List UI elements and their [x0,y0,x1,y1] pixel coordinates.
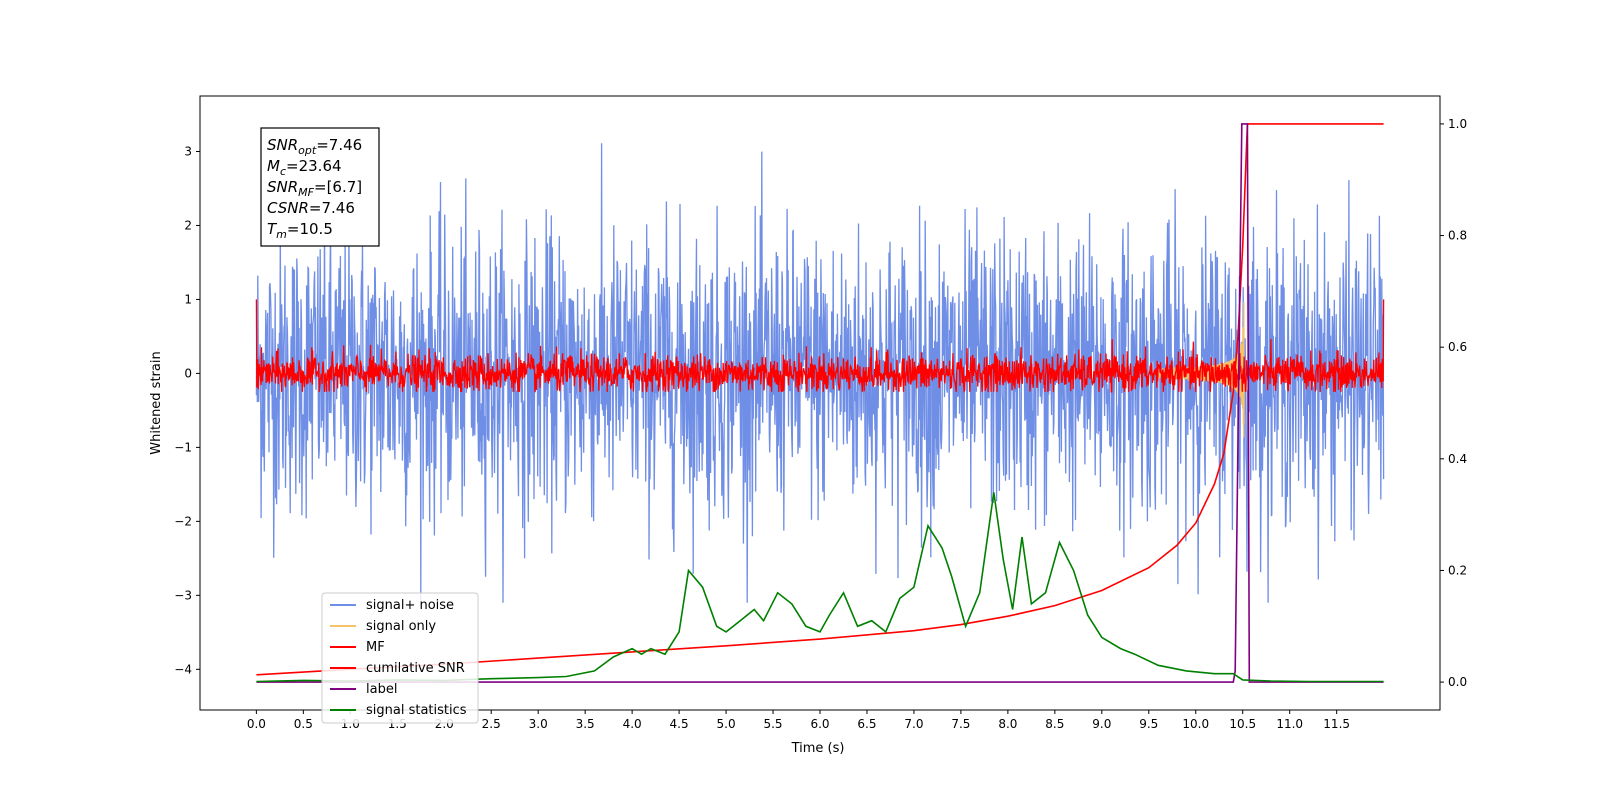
annotation-line: Mc=23.64 [267,157,342,178]
x-tick-label: 9.5 [1139,717,1158,731]
legend-label: signal+ noise [366,598,454,613]
y-tick-label-left: −3 [174,588,192,602]
x-tick-label: 11.0 [1276,717,1303,731]
x-tick-label: 3.0 [529,717,548,731]
x-tick-label: 8.0 [998,717,1017,731]
x-tick-label: 0.5 [294,717,313,731]
y-tick-label-left: 3 [184,144,192,158]
y-tick-label-left: 1 [184,292,192,306]
series-signal-statistics [256,492,1384,683]
axis-ticks: 0.0 0.5 1.0 1.5 2.0 2.5 3.0 3.5 4.0 4.5 5.0 5.5 6.0 6… [174,117,1467,731]
legend-label: cumilative SNR [366,661,465,676]
legend-frame [321,592,479,724]
annotation-line: CSNR=7.46 [267,199,355,217]
annotation-line: SNRMF=[6.7] [267,178,362,199]
x-tick-label: 4.0 [623,717,642,731]
y-tick-label-right: 1.0 [1448,117,1467,131]
y-axis-label: Whitened strain [149,351,164,454]
annotation-frame [260,127,380,247]
annotation-line: Tm=10.5 [267,220,333,241]
x-tick-label: 7.5 [951,717,970,731]
series-label [256,123,1384,683]
x-tick-label: 5.5 [763,717,782,731]
x-tick-label: 2.5 [482,717,501,731]
y-tick-label-left: −2 [174,514,192,528]
y-tick-label-left: 0 [184,366,192,380]
x-tick-label: 11.5 [1323,717,1350,731]
x-tick-label: 0.0 [247,717,266,731]
y-tick-label-right: 0.8 [1448,229,1467,243]
y-tick-label-right: 0.6 [1448,340,1467,354]
plot-area [255,123,1385,683]
x-tick-label: 3.5 [576,717,595,731]
annotation-line: SNRopt=7.46 [267,136,362,157]
y-tick-label-left: 2 [184,218,192,232]
x-tick-label: 5.0 [717,717,736,731]
x-axis-label: Time (s) [791,741,845,756]
x-tick-label: 6.5 [857,717,876,731]
x-tick-label: 8.5 [1045,717,1064,731]
y-tick-label-right: 0.0 [1448,675,1467,689]
series-mf [255,299,1385,393]
y-tick-label-left: −4 [174,662,192,676]
x-tick-label: 9.0 [1092,717,1111,731]
x-tick-label: 6.0 [810,717,829,731]
legend-label: label [366,682,397,697]
series-cumulative-snr [256,123,1384,676]
x-tick-label: 10.0 [1182,717,1209,731]
x-tick-label: 4.5 [670,717,689,731]
legend-label: signal statistics [366,703,467,718]
y-tick-label-left: −1 [174,440,192,454]
legend: signal+ noise signal only MF cumilative SNR… [321,592,479,724]
y-tick-label-right: 0.2 [1448,563,1467,577]
legend-label: signal only [366,619,436,634]
x-tick-label: 7.0 [904,717,923,731]
x-tick-label: 10.5 [1229,717,1256,731]
y-tick-label-right: 0.4 [1448,452,1467,466]
legend-label: MF [366,640,385,655]
series-signal-noise [255,143,1385,603]
